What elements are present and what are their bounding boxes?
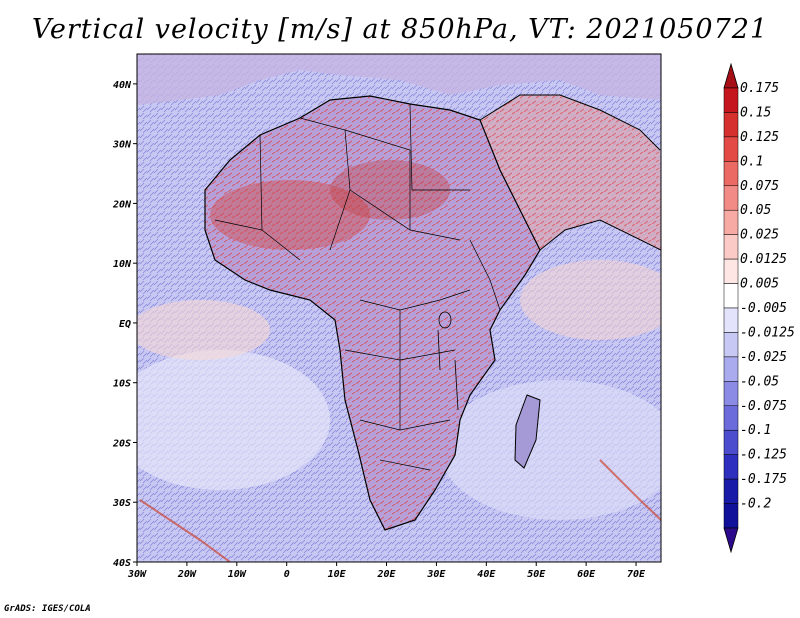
colorbar-label: -0.0125 — [740, 325, 795, 340]
colorbar-label: -0.025 — [740, 350, 787, 365]
colorbar-swatch — [723, 283, 739, 309]
colorbar-swatch — [723, 356, 739, 382]
lon-tick-label: 20E — [376, 569, 396, 580]
colorbar-label: 0.125 — [740, 130, 779, 145]
colorbar-label: -0.175 — [740, 472, 787, 487]
colorbar-swatch — [723, 234, 739, 260]
colorbar-swatch — [723, 503, 739, 529]
colorbar-label: -0.2 — [740, 497, 771, 512]
colorbar-swatch — [723, 136, 739, 162]
colorbar-label: -0.125 — [740, 448, 787, 463]
lon-tick-label: 10W — [228, 569, 247, 580]
colorbar-label: 0.075 — [740, 179, 779, 194]
lat-tick-label: 20N — [112, 199, 132, 210]
lat-tick-label: 10N — [113, 259, 132, 270]
country-borders — [214, 103, 501, 471]
colorbar-swatch — [723, 87, 739, 113]
colorbar-label: 0.0125 — [740, 252, 787, 267]
lat-tick-label: 30N — [112, 140, 132, 151]
colorbar-label: 0.05 — [740, 203, 771, 218]
longitude-axis: 30W 20W 10W 0 10E 20E 30E 40E 50E 60E 70E — [127, 562, 646, 580]
lat-tick-label: 30S — [112, 498, 131, 509]
lon-tick-label: 0 — [284, 569, 290, 580]
colorbar-top-arrow — [723, 62, 739, 89]
colorbar-label: 0.025 — [740, 228, 779, 243]
colorbar-label: -0.005 — [740, 301, 787, 316]
colorbar-swatch — [723, 209, 739, 235]
colorbar-swatch — [723, 332, 739, 358]
colorbar-swatch — [723, 405, 739, 431]
lon-tick-label: 50E — [527, 569, 546, 580]
lat-tick-label: 40N — [113, 80, 132, 91]
lon-tick-label: 20W — [177, 569, 197, 580]
colorbar-label: 0.1 — [740, 154, 763, 169]
map-frame — [136, 53, 662, 563]
lon-tick-label: 70E — [627, 569, 646, 580]
colorbar-swatch — [723, 429, 739, 455]
colorbar-label: -0.075 — [740, 399, 787, 414]
colorbar-swatch — [723, 161, 739, 187]
lon-tick-label: 10E — [328, 569, 347, 580]
madagascar — [514, 394, 541, 469]
colorbar: 0.175 0.15 0.125 0.1 0.075 0.05 0.025 0.0125 0.0… — [723, 62, 795, 554]
colorbar-bottom-arrow — [723, 527, 739, 554]
colorbar-label: -0.05 — [740, 374, 779, 389]
colorbar-label: 0.15 — [740, 105, 771, 120]
colorbar-swatch — [723, 478, 739, 504]
colorbar-swatch — [723, 381, 739, 407]
lat-tick-label: EQ — [119, 319, 131, 330]
colorbar-label: 0.175 — [740, 81, 779, 96]
lon-tick-label: 60E — [577, 569, 596, 580]
colorbar-swatch — [723, 307, 739, 333]
lon-tick-label: 30E — [426, 569, 446, 580]
colorbar-swatch — [723, 112, 739, 138]
credit-text: GrADS: IGES/COLA — [4, 604, 91, 614]
lat-tick-label: 10S — [113, 379, 131, 390]
latitude-axis: 40N 30N 20N 10N EQ 10S 20S 30S 40S — [112, 80, 137, 569]
lon-tick-label: 30W — [127, 569, 147, 580]
velocity-field — [137, 54, 661, 562]
colorbar-swatch — [723, 454, 739, 480]
colorbar-swatch — [723, 258, 739, 284]
colorbar-label: 0.005 — [740, 277, 779, 292]
chart-title: Vertical velocity [m/s] at 850hPa, VT: 2… — [31, 14, 769, 45]
africa-coastline — [204, 95, 541, 531]
lat-tick-label: 40S — [113, 558, 131, 569]
lat-tick-label: 20S — [112, 438, 131, 449]
colorbar-label: -0.1 — [740, 423, 771, 438]
colorbar-swatch — [723, 185, 739, 211]
lon-tick-label: 40E — [477, 569, 496, 580]
